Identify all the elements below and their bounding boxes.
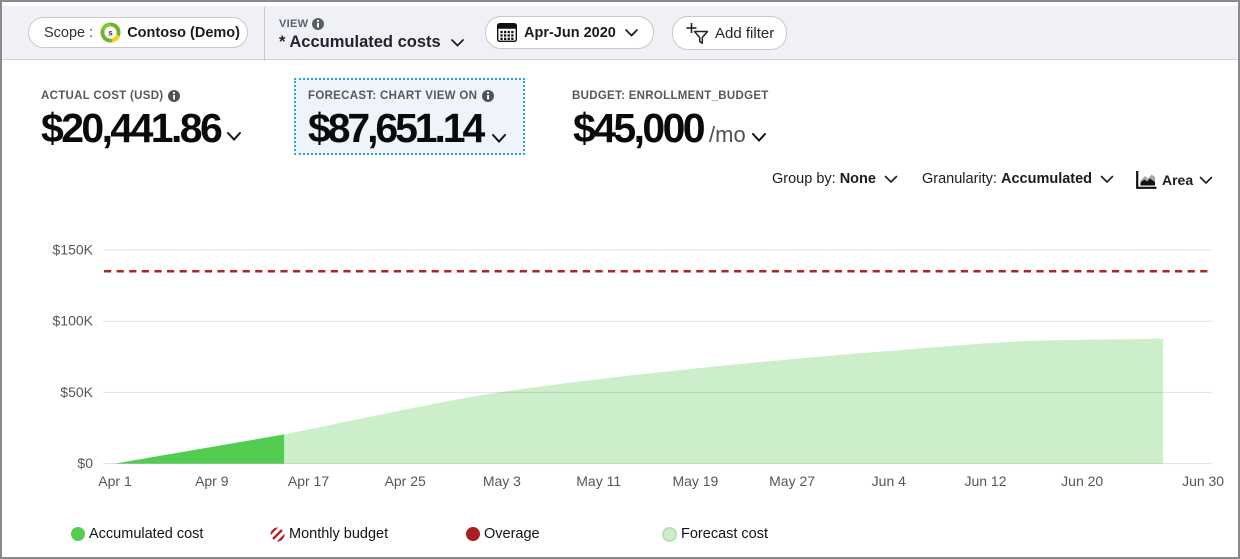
svg-text:Apr 9: Apr 9 [195, 473, 229, 489]
svg-text:Apr 17: Apr 17 [288, 473, 329, 489]
svg-text:Apr 25: Apr 25 [385, 473, 426, 489]
svg-text:May 19: May 19 [672, 473, 718, 489]
svg-text:$50K: $50K [60, 384, 93, 400]
svg-text:$100K: $100K [53, 313, 94, 329]
svg-text:May 3: May 3 [483, 473, 521, 489]
svg-text:Jun 12: Jun 12 [964, 473, 1006, 489]
svg-text:Apr 1: Apr 1 [98, 473, 132, 489]
svg-text:Jun 20: Jun 20 [1061, 473, 1103, 489]
svg-text:$0: $0 [77, 455, 93, 471]
svg-text:Jun 30: Jun 30 [1182, 473, 1224, 489]
svg-text:May 11: May 11 [576, 473, 621, 489]
svg-text:Jun 4: Jun 4 [872, 473, 906, 489]
svg-text:May 27: May 27 [769, 473, 815, 489]
svg-text:$150K: $150K [53, 242, 94, 258]
svg-text:s: s [108, 28, 113, 37]
